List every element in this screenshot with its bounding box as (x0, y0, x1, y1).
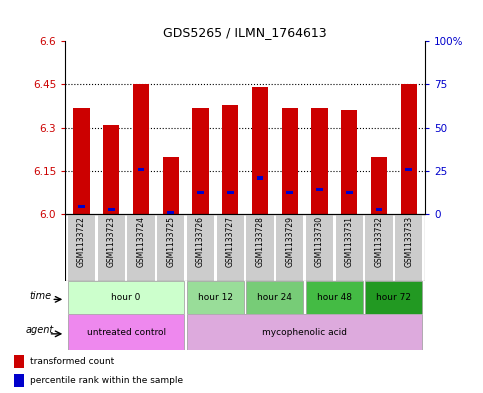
Bar (103, 125, 119, 214)
Text: GDS5265 / ILMN_1764613: GDS5265 / ILMN_1764613 (163, 26, 327, 39)
Text: GSM1133730: GSM1133730 (315, 216, 324, 267)
Bar (14, 354, 24, 368)
Text: GSM1133725: GSM1133725 (166, 216, 175, 267)
Bar (157, 214, 185, 281)
Bar (187, 314, 422, 350)
Bar (306, 281, 363, 314)
Bar (405, 168, 412, 171)
Bar (216, 214, 244, 281)
Bar (133, 84, 149, 214)
Text: hour 0: hour 0 (112, 293, 141, 302)
Bar (371, 156, 387, 214)
Bar (68, 314, 185, 350)
Bar (306, 214, 333, 281)
Bar (73, 108, 90, 214)
Bar (276, 214, 303, 281)
Text: hour 24: hour 24 (257, 293, 292, 302)
Bar (187, 281, 244, 314)
Bar (192, 108, 209, 214)
Bar (346, 191, 353, 194)
Text: GSM1133724: GSM1133724 (137, 216, 145, 267)
Bar (246, 214, 274, 281)
Bar (68, 214, 95, 281)
Bar (256, 176, 263, 180)
Bar (227, 191, 234, 194)
Text: hour 12: hour 12 (198, 293, 233, 302)
Bar (400, 84, 417, 214)
Bar (108, 208, 115, 211)
Bar (341, 110, 357, 214)
Text: GSM1133733: GSM1133733 (404, 216, 413, 267)
Bar (286, 191, 293, 194)
Bar (375, 208, 383, 211)
Text: GSM1133732: GSM1133732 (374, 216, 384, 267)
Text: GSM1133728: GSM1133728 (256, 216, 265, 267)
Bar (78, 205, 85, 208)
Bar (138, 168, 144, 171)
Text: transformed count: transformed count (29, 356, 114, 365)
Bar (222, 105, 239, 214)
Text: agent: agent (26, 325, 54, 335)
Text: GSM1133731: GSM1133731 (345, 216, 354, 267)
Text: untreated control: untreated control (86, 328, 166, 336)
Text: GSM1133727: GSM1133727 (226, 216, 235, 267)
Bar (395, 214, 422, 281)
Text: GSM1133722: GSM1133722 (77, 216, 86, 267)
Bar (246, 281, 303, 314)
Bar (167, 211, 174, 214)
Bar (98, 214, 125, 281)
Text: GSM1133723: GSM1133723 (107, 216, 116, 267)
Text: mycophenolic acid: mycophenolic acid (262, 328, 347, 336)
Bar (316, 188, 323, 191)
Text: time: time (29, 291, 51, 301)
Text: GSM1133726: GSM1133726 (196, 216, 205, 267)
Bar (365, 281, 422, 314)
Bar (336, 214, 363, 281)
Text: hour 48: hour 48 (317, 293, 352, 302)
Text: GSM1133729: GSM1133729 (285, 216, 294, 267)
Text: hour 72: hour 72 (376, 293, 412, 302)
Bar (197, 191, 204, 194)
Bar (14, 373, 24, 387)
Bar (187, 214, 214, 281)
Bar (68, 281, 185, 314)
Bar (282, 108, 298, 214)
Bar (128, 214, 155, 281)
Bar (311, 108, 327, 214)
Bar (365, 214, 393, 281)
Bar (163, 156, 179, 214)
Text: percentile rank within the sample: percentile rank within the sample (29, 376, 183, 384)
Bar (252, 87, 268, 214)
